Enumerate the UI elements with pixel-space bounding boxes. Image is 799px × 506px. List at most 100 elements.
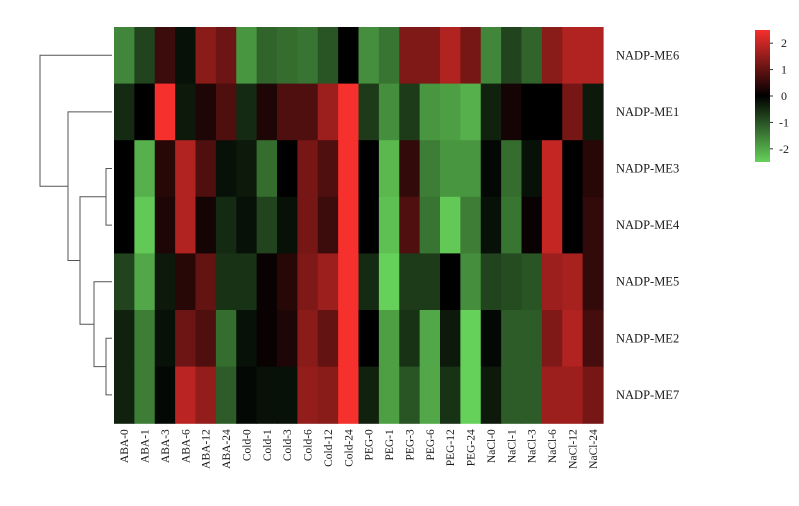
heatmap-cell: [154, 366, 176, 424]
heatmap-cell: [114, 196, 135, 254]
row-dendrogram: [39, 54, 112, 396]
heatmap-cell: [317, 310, 339, 368]
heatmap-cell: [236, 310, 258, 368]
heatmap-cell: [175, 310, 197, 368]
heatmap-cell: [317, 366, 339, 424]
heatmap-cell: [114, 253, 135, 311]
heatmap-cell: [521, 83, 543, 141]
heatmap-cell: [521, 310, 543, 368]
heatmap-cell: [236, 196, 258, 254]
heatmap-cell: [419, 366, 441, 424]
heatmap-cell: [358, 83, 380, 141]
heatmap-cell: [134, 196, 156, 254]
heatmap-cell: [195, 366, 217, 424]
heatmap-cell: [338, 253, 360, 311]
heatmap-cell: [419, 83, 441, 141]
heatmap-cell: [399, 27, 421, 85]
heatmap-cell: [317, 253, 339, 311]
heatmap-cell: [114, 140, 135, 198]
column-label: PEG-1: [384, 429, 396, 461]
heatmap-cell: [480, 196, 502, 254]
column-label: PEG-6: [425, 429, 437, 461]
heatmap-cell: [378, 310, 400, 368]
heatmap-cell: [460, 140, 482, 198]
heatmap-cell: [297, 253, 319, 311]
column-label: NaCl-1: [506, 429, 518, 463]
column-label: Cold-6: [303, 429, 315, 461]
heatmap-cell: [256, 140, 278, 198]
heatmap-cell: [134, 366, 156, 424]
heatmap-cell: [521, 140, 543, 198]
heatmap-cell: [215, 83, 237, 141]
heatmap-cell: [501, 253, 523, 311]
legend-tick-label: 1: [781, 63, 787, 77]
heatmap-cell: [440, 196, 461, 254]
column-label: PEG-0: [364, 429, 376, 461]
heatmap-cell: [582, 140, 604, 198]
column-label: ABA-6: [180, 429, 192, 463]
column-label: Cold-3: [282, 429, 294, 461]
heatmap-cell: [297, 140, 319, 198]
heatmap-cell: [521, 253, 543, 311]
heatmap-cell: [175, 83, 197, 141]
heatmap-cell: [419, 310, 441, 368]
heatmap-cell: [480, 366, 502, 424]
column-label: NaCl-12: [567, 429, 579, 469]
heatmap-cell: [277, 253, 298, 311]
dendrogram-branch: [39, 54, 112, 187]
heatmap-cell: [277, 196, 298, 254]
heatmap-cell: [440, 27, 461, 85]
heatmap-cell: [562, 253, 584, 311]
dendrogram-branch: [105, 168, 112, 226]
heatmap-cell: [480, 253, 502, 311]
heatmap-cell: [215, 140, 237, 198]
heatmap-cell: [195, 196, 217, 254]
heatmap-cell: [378, 253, 400, 311]
heatmap-cell: [501, 310, 523, 368]
legend-tick-label: -1: [779, 115, 789, 129]
heatmap-cell: [541, 310, 563, 368]
heatmap-cell: [378, 140, 400, 198]
heatmap-cell: [256, 83, 278, 141]
heatmap-cell: [378, 196, 400, 254]
heatmap-cell: [378, 83, 400, 141]
heatmap-cell: [215, 196, 237, 254]
heatmap-cell: [317, 83, 339, 141]
heatmap-cell: [338, 83, 360, 141]
column-label: ABA-3: [160, 429, 172, 463]
color-legend: 2 1 0 -1 -2: [755, 30, 789, 162]
dendrogram-branch: [67, 111, 112, 261]
heatmap-cell: [562, 27, 584, 85]
heatmap-cell: [215, 310, 237, 368]
heatmap-cell: [541, 83, 563, 141]
dendrogram-branch: [93, 281, 112, 368]
heatmap-cell: [480, 83, 502, 141]
heatmap-cell: [541, 253, 563, 311]
column-label: PEG-12: [445, 429, 457, 466]
heatmap-cell: [562, 310, 584, 368]
column-label: Cold-1: [262, 429, 274, 461]
heatmap-cell: [317, 140, 339, 198]
column-label: PEG-24: [466, 429, 478, 466]
heatmap-cell: [154, 253, 176, 311]
heatmap-cell: [562, 366, 584, 424]
heatmap-cell: [541, 140, 563, 198]
column-label: NaCl-6: [547, 429, 559, 463]
heatmap-cell: [440, 310, 461, 368]
heatmap-cell: [460, 310, 482, 368]
heatmap-cell: [562, 83, 584, 141]
heatmap-cell: [480, 310, 502, 368]
heatmap-cell: [582, 253, 604, 311]
heatmap-cell: [582, 196, 604, 254]
heatmap-cell: [236, 140, 258, 198]
heatmap-cell: [338, 140, 360, 198]
heatmap-cell: [358, 253, 380, 311]
heatmap-cell: [236, 366, 258, 424]
heatmap-cell: [195, 140, 217, 198]
heatmap-cell: [440, 83, 461, 141]
heatmap-cell: [277, 310, 298, 368]
heatmap-cell: [195, 253, 217, 311]
row-label: NADP-ME3: [616, 162, 679, 176]
column-label: NaCl-24: [588, 429, 600, 469]
column-label: Cold-0: [241, 429, 253, 461]
